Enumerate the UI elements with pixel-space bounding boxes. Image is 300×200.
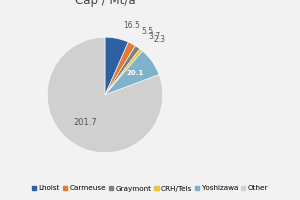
- Text: 201.7: 201.7: [74, 118, 98, 127]
- Wedge shape: [105, 51, 159, 95]
- Wedge shape: [105, 49, 142, 95]
- Text: 20.1: 20.1: [127, 70, 144, 76]
- Wedge shape: [105, 42, 135, 95]
- Legend: Lhoist, Carmeuse, Graymont, CRH/Tels, Yoshizawa, Other: Lhoist, Carmeuse, Graymont, CRH/Tels, Yo…: [29, 183, 271, 194]
- Wedge shape: [47, 37, 163, 153]
- Text: 2.3: 2.3: [153, 35, 165, 44]
- Text: 5.5: 5.5: [142, 27, 154, 36]
- Title: Cap / Mt/a: Cap / Mt/a: [75, 0, 135, 7]
- Text: 16.5: 16.5: [123, 21, 140, 30]
- Text: 3.7: 3.7: [149, 32, 161, 41]
- Wedge shape: [105, 37, 128, 95]
- Wedge shape: [105, 46, 140, 95]
